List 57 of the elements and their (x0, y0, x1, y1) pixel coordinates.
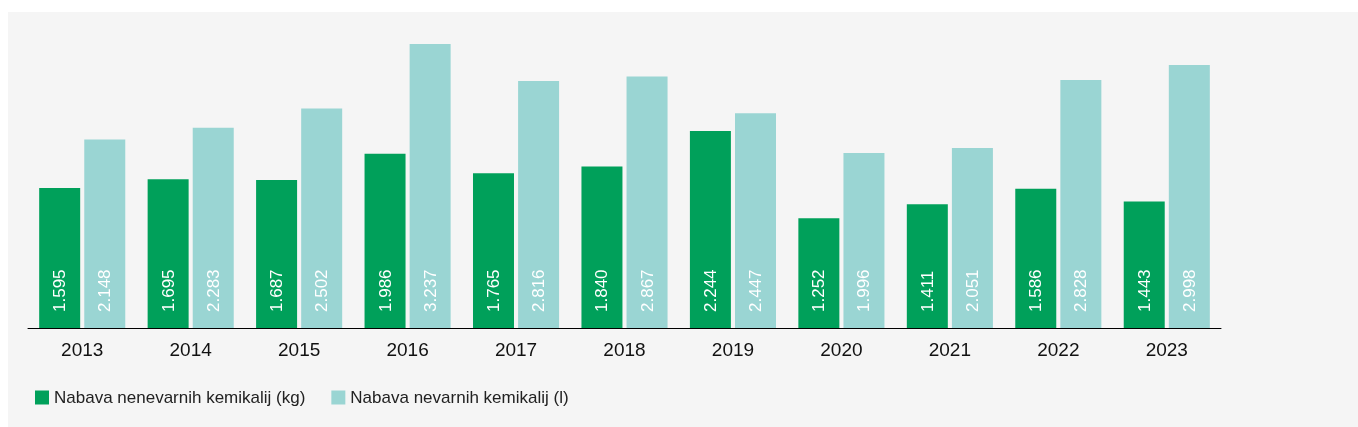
bar (906, 204, 948, 328)
bar (518, 80, 560, 328)
data-label: 1.765 (484, 269, 503, 312)
x-tick-label: 2017 (494, 339, 538, 360)
bar (581, 166, 623, 328)
data-label: 1.840 (592, 269, 612, 312)
bar (147, 179, 189, 328)
data-label: 2.051 (962, 269, 982, 312)
data-label: 2.148 (95, 269, 115, 312)
x-tick-label: 2014 (169, 339, 213, 360)
data-label: 1.687 (267, 269, 287, 312)
data-label: 1.595 (50, 269, 70, 312)
data-label: 2.816 (529, 269, 549, 312)
data-label: 1.695 (158, 269, 178, 312)
legend-label: Nabava nevarnih kemikalij (l) (350, 388, 569, 407)
x-tick-label: 2022 (1037, 339, 1080, 360)
bar (798, 218, 840, 328)
legend-label: Nabava nenevarnih kemikalij (kg) (54, 388, 306, 407)
x-tick-label: 2020 (820, 339, 863, 360)
data-label: 1.443 (1134, 269, 1154, 312)
x-tick-label: 2018 (603, 339, 646, 360)
bar (256, 179, 298, 328)
data-label: 1.986 (375, 269, 395, 312)
bar (1060, 79, 1102, 328)
data-label: 1.252 (809, 269, 829, 312)
data-label: 1.411 (917, 270, 937, 312)
x-tick-label: 2015 (278, 339, 321, 360)
bar (689, 131, 731, 328)
data-label: 2.283 (203, 269, 223, 312)
x-tick-label: 2021 (928, 339, 971, 360)
data-label: 2.867 (637, 269, 657, 312)
bar (1123, 201, 1165, 328)
bar (1015, 188, 1057, 328)
x-tick-label: 2019 (711, 339, 755, 360)
bar (626, 76, 668, 328)
x-tick-label: 2013 (61, 339, 104, 360)
x-tick-label: 2023 (1145, 339, 1188, 360)
data-label: 2.447 (746, 269, 765, 312)
data-label: 1.996 (854, 269, 874, 312)
data-label: 1.586 (1026, 269, 1046, 312)
data-label: 2.998 (1179, 269, 1199, 312)
bar (843, 152, 885, 328)
bar (364, 153, 406, 328)
bar (301, 108, 343, 328)
data-label: 2.244 (700, 269, 720, 312)
data-label: 3.237 (420, 269, 440, 312)
data-label: 2.502 (312, 269, 332, 312)
bar (409, 44, 451, 328)
bar (39, 188, 81, 328)
bar (192, 127, 234, 328)
bar (951, 148, 993, 328)
bar (1168, 64, 1210, 328)
data-label: 2.828 (1071, 269, 1091, 312)
bar (84, 139, 126, 328)
bar (473, 173, 514, 328)
x-tick-label: 2016 (386, 339, 429, 360)
bar (735, 113, 776, 328)
